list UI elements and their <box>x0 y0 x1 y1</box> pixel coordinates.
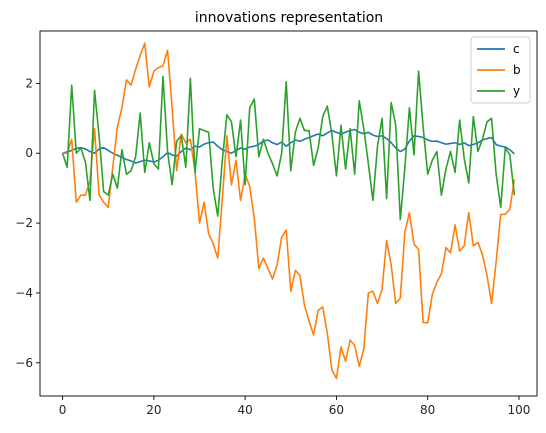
y-tick-label: −6 <box>15 356 33 370</box>
plot-frame <box>39 30 538 397</box>
x-tick-label: 80 <box>420 403 435 417</box>
y-tick-label: 2 <box>25 76 33 90</box>
x-tick-label: 20 <box>146 403 161 417</box>
series-line-b <box>62 42 516 380</box>
legend-label-b: b <box>513 63 521 77</box>
legend-label-y: y <box>513 84 520 98</box>
series-layer <box>61 42 516 380</box>
y-axis: −6 −4 −2 0 2 <box>15 76 40 370</box>
x-tick-label: 40 <box>238 403 253 417</box>
legend-label-c: c <box>513 42 520 56</box>
series-line-c <box>62 128 515 164</box>
chart-title: innovations representation <box>195 10 383 26</box>
y-tick-label: −4 <box>15 286 33 300</box>
x-tick-label: 60 <box>329 403 344 417</box>
x-tick-label: 100 <box>508 403 531 417</box>
x-tick-label: 0 <box>59 403 67 417</box>
y-tick-label: −2 <box>15 216 33 230</box>
x-axis: 0 20 40 60 80 100 <box>59 396 531 417</box>
y-tick-label: 0 <box>25 146 33 160</box>
series-line-y <box>61 70 516 221</box>
legend: cby <box>470 36 531 104</box>
